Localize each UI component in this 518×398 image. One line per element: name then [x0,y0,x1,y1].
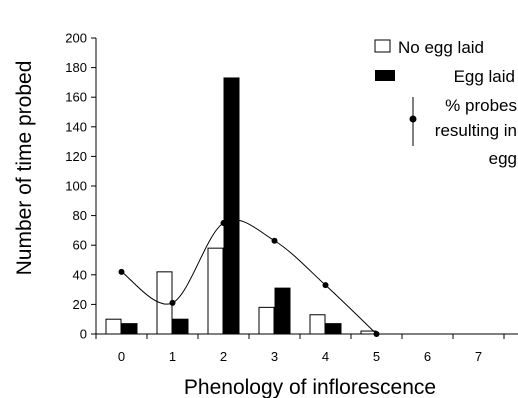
x-axis-title: Phenology of inflorescence [184,376,436,398]
bar-egg [172,318,189,335]
x-tick-label: 6 [424,349,431,364]
y-tick-label: 80 [73,208,87,223]
bars [105,77,377,335]
legend-label-percent-3: egg [489,149,517,168]
legend-label-percent-1: % probes [445,96,517,115]
percent-point [220,220,227,226]
y-tick-label: 20 [73,297,87,312]
bar-no-egg [309,314,326,335]
y-tick-label: 180 [65,60,87,75]
percent-line [121,219,377,335]
x-axis-ticks: 0 1 2 3 4 5 6 7 [95,334,505,364]
legend-marker-percent [409,115,417,123]
y-axis-title: Number of time probed [13,61,36,276]
bar-egg [274,287,291,335]
bar-no-egg [105,318,122,335]
bar-no-egg [258,306,275,335]
legend-label-percent-2: resulting in [435,121,517,140]
bar-egg [325,323,342,335]
y-tick-label: 60 [73,238,87,253]
bar-egg [223,77,240,335]
x-tick-label: 3 [271,349,278,364]
y-tick-label: 0 [80,327,87,342]
legend-label-egg: Egg laid [454,67,515,86]
y-tick-label: 140 [65,119,87,134]
bar-no-egg [207,247,224,335]
x-tick-label: 7 [475,349,482,364]
y-axis-ticks: 0 20 40 60 80 100 120 140 160 180 200 [65,31,96,342]
percent-line-layer [118,219,380,337]
legend-label-no-egg: No egg laid [398,38,484,57]
x-tick-label: 0 [118,349,125,364]
percent-point [322,282,329,289]
y-tick-label: 160 [65,90,87,105]
y-tick-label: 100 [65,179,87,194]
x-tick-label: 2 [220,349,227,364]
y-tick-label: 120 [65,149,87,164]
percent-point [271,237,278,244]
y-tick-label: 200 [65,31,87,46]
x-tick-label: 1 [169,349,176,364]
legend-swatch-no-egg [374,39,391,53]
y-tick-label: 40 [73,267,87,282]
legend: No egg laid Egg laid % probes resulting … [374,38,517,168]
percent-point [118,268,125,275]
x-tick-label: 5 [373,349,380,364]
bar-egg [121,323,138,335]
percent-point [169,299,176,306]
x-tick-label: 4 [322,349,329,364]
legend-swatch-egg [375,70,395,81]
